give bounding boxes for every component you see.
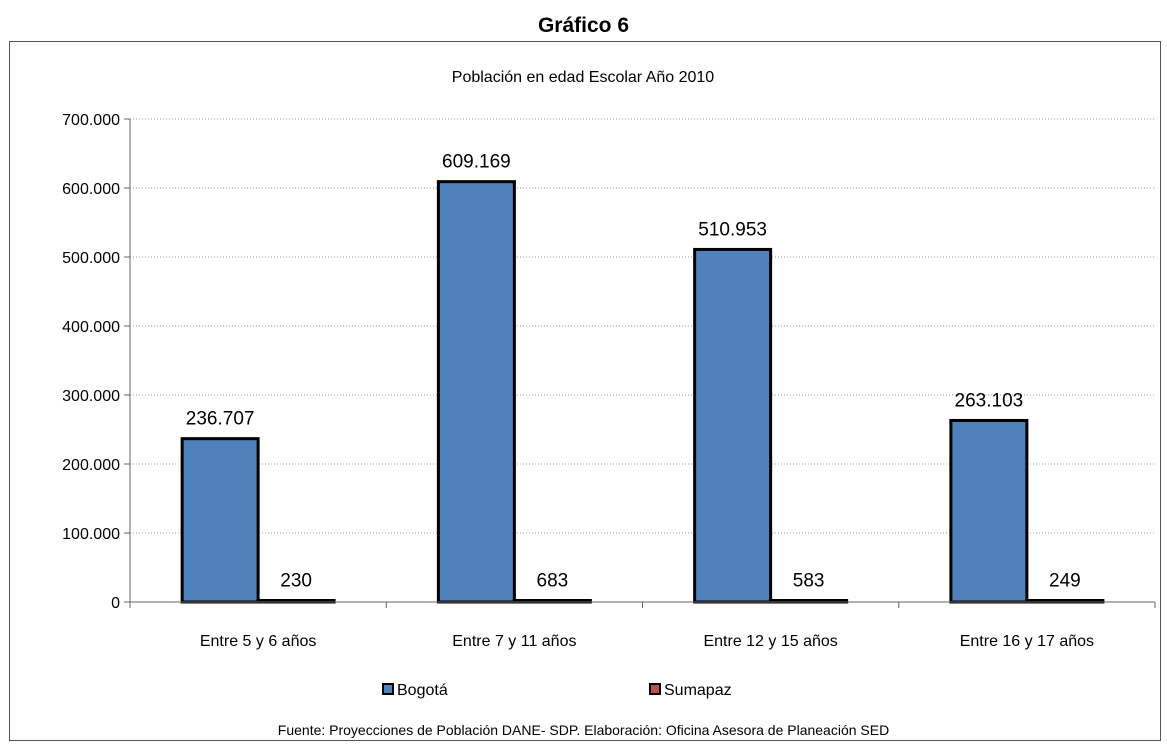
x-tick-label: Entre 7 y 11 años	[452, 633, 576, 650]
y-axis: 0 100.000 200.000 300.000 400.000 500.000 600.…	[62, 112, 131, 612]
y-tick-label: 400.000	[62, 319, 120, 336]
y-tick-label: 200.000	[62, 457, 120, 474]
y-tick-label: 500.000	[62, 250, 120, 267]
bars: 236.707 230 609.169 683 510.953 583 263.103 249	[180, 152, 1105, 604]
bar-bogotá-3	[949, 418, 1029, 604]
legend-swatch-sumapaz	[649, 683, 661, 695]
x-tick-label: Entre 5 y 6 años	[200, 633, 317, 650]
bar-bogotá-1	[436, 180, 516, 604]
legend-label: Bogotá	[397, 682, 448, 699]
chart-frame	[9, 41, 1161, 741]
y-tick-label: 600.000	[62, 181, 120, 198]
data-label: 230	[280, 571, 312, 592]
data-label: 263.103	[955, 390, 1024, 411]
data-label: 249	[1049, 571, 1081, 592]
chart-title: Población en edad Escolar Año 2010	[452, 69, 715, 86]
y-tick-label: 100.000	[62, 526, 120, 543]
y-tick-label: 300.000	[62, 388, 120, 405]
bar-bogotá-2	[693, 247, 773, 604]
x-tick-label: Entre 16 y 17 años	[960, 633, 1094, 650]
data-label: 583	[793, 571, 825, 592]
page-title: Gráfico 6	[537, 14, 630, 37]
data-label: 683	[537, 571, 569, 592]
data-label: 609.169	[442, 152, 511, 173]
legend-label: Sumapaz	[664, 682, 732, 699]
y-tick-label: 700.000	[62, 112, 120, 129]
legend: Bogotá Sumapaz	[382, 682, 732, 699]
data-label: 236.707	[186, 409, 255, 430]
data-label: 510.953	[698, 219, 767, 240]
x-tick-label: Entre 12 y 15 años	[703, 633, 837, 650]
y-tick-label: 0	[111, 595, 120, 612]
source-note: Fuente: Proyecciones de Población DANE- …	[277, 722, 890, 738]
bar-bogotá-0	[180, 437, 260, 604]
x-axis: Entre 5 y 6 años Entre 7 y 11 años Entre 1…	[129, 601, 1156, 650]
legend-swatch-bogotá	[382, 683, 394, 695]
